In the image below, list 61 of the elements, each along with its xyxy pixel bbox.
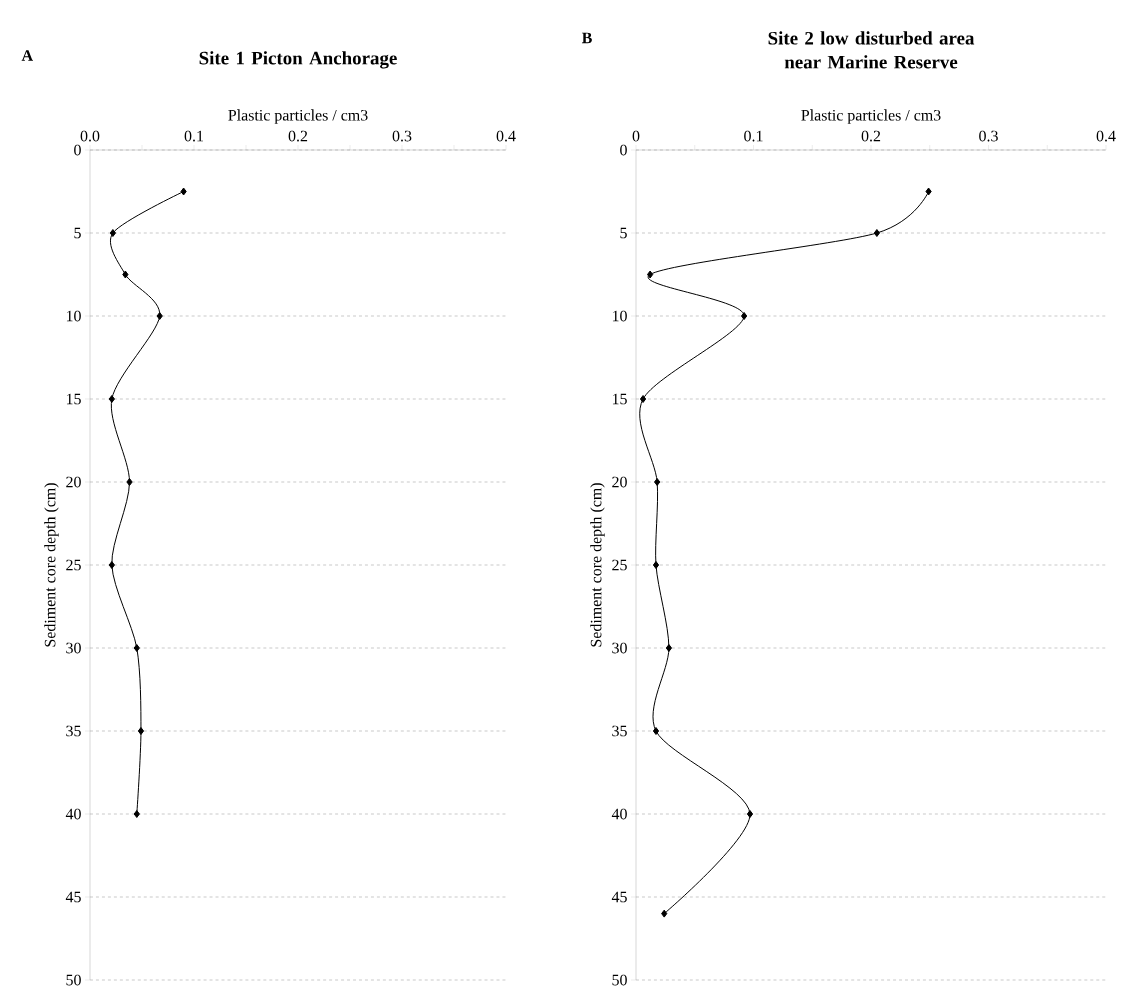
y-tick-label: 45: [65, 891, 81, 903]
y-axis-title: Sediment core depth (cm): [590, 483, 605, 647]
y-tick-label: 35: [66, 725, 81, 737]
text: B: [581, 32, 592, 44]
x-tick-label: 0.1: [184, 130, 204, 142]
point: [740, 312, 748, 320]
point: [137, 727, 145, 735]
chart-title: Site 1 Picton Anchorage: [199, 51, 397, 69]
y-tick-label: 50: [66, 974, 81, 986]
point: [156, 312, 163, 320]
point: [646, 270, 654, 279]
y-tick-label: 5: [620, 227, 627, 239]
point: [122, 270, 129, 279]
point: [652, 561, 660, 569]
y-tick-label: 20: [612, 476, 627, 488]
point: [108, 395, 115, 403]
x-axis-title: Plastic particles / cm3: [228, 109, 368, 124]
y-tick-label: 40: [611, 808, 627, 820]
x-tick-label: 0.0: [80, 130, 100, 142]
text: A: [21, 50, 33, 61]
y-tick-label: 0: [74, 144, 81, 156]
point: [925, 187, 932, 196]
point: [133, 810, 140, 818]
point: [746, 810, 754, 818]
y-tick-label: 25: [612, 559, 627, 571]
y-tick-label: 20: [66, 476, 81, 488]
y-tick-label: 10: [66, 310, 81, 322]
point: [108, 561, 115, 569]
x-tick-label: 0.4: [496, 130, 516, 142]
y-tick-label: 30: [612, 642, 627, 654]
point: [133, 644, 140, 652]
point: [665, 644, 673, 652]
y-tick-label: 30: [66, 642, 81, 654]
point: [180, 187, 187, 196]
x-tick-label: 0.1: [744, 130, 763, 142]
x-axis-title: Plastic particles / cm3: [801, 109, 941, 124]
y-tick-label: 45: [611, 891, 627, 903]
x-tick-label: 0.3: [392, 130, 412, 142]
y-tick-label: 10: [612, 310, 627, 322]
point: [661, 909, 668, 918]
y-tick-label: 25: [66, 559, 81, 571]
x-tick-label: 0: [632, 130, 640, 142]
y-tick-label: 0: [620, 144, 627, 156]
point: [126, 478, 133, 486]
x-tick-label: 0.2: [861, 130, 881, 142]
y-tick-label: 35: [612, 725, 627, 737]
y-tick-label: 40: [65, 808, 81, 820]
y-tick-label: 50: [612, 974, 627, 986]
x-tick-label: 0.3: [979, 130, 998, 142]
y-tick-label: 15: [66, 393, 81, 405]
x-tick-label: 0.4: [1096, 130, 1116, 142]
y-axis-title: Sediment core depth (cm): [44, 483, 59, 647]
point: [109, 229, 116, 237]
y-tick-label: 15: [612, 393, 627, 405]
point: [652, 727, 660, 735]
point: [873, 229, 880, 237]
point: [639, 395, 647, 403]
chart-title: Site 2 low disturbed area near Marine Reserve: [768, 31, 975, 69]
x-tick-label: 0.2: [288, 130, 308, 142]
point: [654, 478, 661, 486]
y-tick-label: 5: [74, 227, 81, 239]
